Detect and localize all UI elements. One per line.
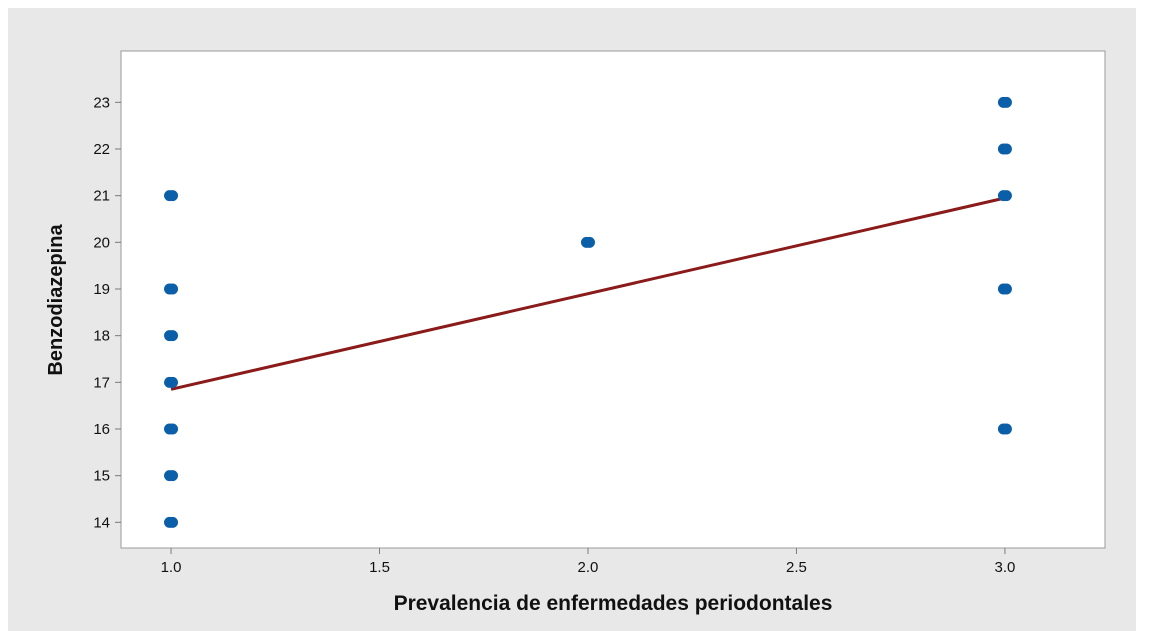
y-axis: 14 15 16 17 18 19 20 21 22 23 [93, 94, 121, 531]
data-point [164, 376, 179, 388]
x-tick-label: 3.0 [995, 559, 1016, 576]
data-point [164, 190, 179, 202]
data-point-marker [167, 190, 179, 202]
data-point [164, 330, 179, 342]
x-tick-label: 1.0 [161, 559, 182, 576]
y-axis-title: Benzodiazepina [45, 224, 67, 376]
y-tick-label: 23 [93, 94, 110, 111]
data-point-marker [1000, 423, 1012, 435]
y-tick-label: 21 [93, 188, 110, 205]
data-point [164, 283, 179, 295]
data-point-marker [167, 423, 179, 435]
data-point [164, 423, 179, 435]
data-point [997, 190, 1012, 202]
y-tick-label: 22 [93, 141, 110, 158]
data-point [164, 516, 179, 528]
data-point-marker [167, 283, 179, 295]
data-point [164, 470, 179, 482]
fit-line-group [170, 196, 1006, 391]
data-point [997, 423, 1012, 435]
x-tick-label: 2.0 [578, 559, 599, 576]
data-point [580, 236, 595, 248]
x-axis: 1.0 1.5 2.0 2.5 3.0 [161, 548, 1016, 576]
data-point [997, 143, 1012, 155]
data-point [997, 283, 1012, 295]
y-tick-label: 20 [93, 234, 110, 251]
y-tick-label: 19 [93, 281, 110, 298]
x-tick-label: 2.5 [786, 559, 807, 576]
y-tick-label: 15 [93, 468, 110, 485]
y-tick-label: 16 [93, 421, 110, 438]
data-point-marker [1000, 96, 1012, 108]
data-point-marker [167, 330, 179, 342]
y-tick-label: 18 [93, 328, 110, 345]
data-point [997, 96, 1012, 108]
data-point-marker [167, 376, 179, 388]
y-tick-label: 17 [93, 374, 110, 391]
data-point-marker [583, 236, 595, 248]
x-tick-label: 1.5 [369, 559, 390, 576]
x-axis-title: Prevalencia de enfermedades periodontale… [394, 592, 833, 615]
y-tick-label: 14 [93, 514, 110, 531]
data-point-marker [1000, 190, 1012, 202]
data-point-marker [1000, 283, 1012, 295]
data-point-marker [1000, 143, 1012, 155]
regression-line [170, 196, 1006, 391]
data-point-marker [167, 470, 179, 482]
plot-area [120, 50, 1106, 549]
data-point-marker [167, 516, 179, 528]
data-points [164, 96, 1012, 528]
